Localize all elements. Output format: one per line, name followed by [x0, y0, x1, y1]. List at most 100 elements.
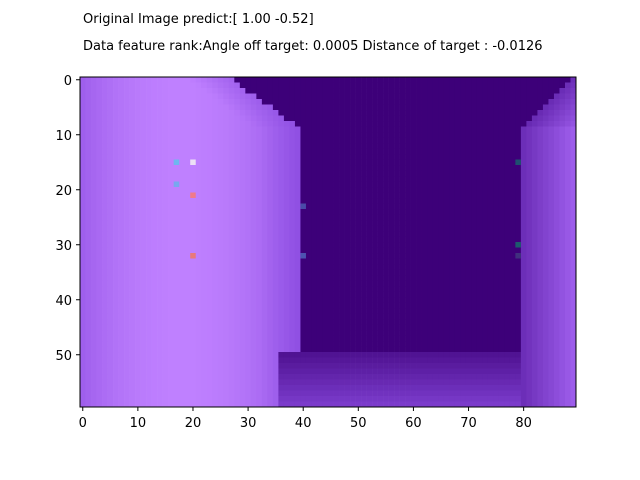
heatmap-cell	[372, 143, 378, 149]
heatmap-cell	[509, 198, 516, 204]
heatmap-cell	[476, 319, 483, 325]
heatmap-cell	[85, 275, 92, 281]
heatmap-cell	[283, 357, 290, 364]
heatmap-cell	[245, 313, 252, 320]
heatmap-cell	[91, 363, 97, 369]
heatmap-cell	[460, 187, 467, 193]
heatmap-cell	[223, 143, 230, 149]
heatmap-cell	[311, 258, 318, 265]
heatmap-cell	[311, 242, 318, 248]
heatmap-cell	[305, 302, 312, 309]
heatmap-cell	[129, 181, 136, 188]
heatmap-cell	[465, 132, 472, 138]
heatmap-cell	[405, 324, 411, 331]
heatmap-cell	[559, 154, 566, 160]
heatmap-cell	[239, 209, 246, 215]
heatmap-cell	[515, 335, 522, 342]
heatmap-cell	[333, 286, 340, 292]
heatmap-cell	[531, 324, 538, 331]
heatmap-cell	[278, 121, 285, 127]
heatmap-cell	[537, 137, 544, 144]
heatmap-cell	[564, 297, 571, 303]
heatmap-cell	[504, 352, 511, 358]
heatmap-cell	[449, 121, 456, 127]
heatmap-cell	[443, 93, 450, 100]
heatmap-cell	[559, 346, 566, 353]
heatmap-cell	[548, 258, 555, 265]
heatmap-cell	[531, 341, 538, 347]
heatmap-cell	[361, 231, 367, 237]
heatmap-cell	[135, 352, 141, 358]
heatmap-cell	[372, 280, 378, 287]
heatmap-cell	[212, 132, 219, 138]
heatmap-cell	[283, 291, 290, 298]
heatmap-cell	[294, 236, 301, 243]
heatmap-cell	[344, 264, 351, 270]
heatmap-cell	[184, 203, 191, 210]
heatmap-cell	[372, 110, 378, 116]
heatmap-cell	[443, 346, 450, 353]
heatmap-cell	[388, 302, 395, 309]
heatmap-cell	[129, 132, 136, 138]
heatmap-cell	[355, 82, 362, 89]
heatmap-cell	[482, 209, 489, 215]
heatmap-cell	[195, 357, 202, 364]
heatmap-cell	[206, 176, 213, 182]
heatmap-cell	[250, 143, 257, 149]
heatmap-cell	[168, 214, 174, 221]
heatmap-cell	[118, 280, 125, 287]
heatmap-cell	[548, 247, 555, 254]
heatmap-cell	[168, 335, 174, 342]
heatmap-cell	[239, 368, 246, 375]
heatmap-cell	[564, 280, 571, 287]
heatmap-cell	[460, 346, 467, 353]
heatmap-cell	[305, 154, 312, 160]
heatmap-cell	[322, 374, 329, 380]
heatmap-cell	[168, 297, 174, 303]
heatmap-cell	[559, 143, 566, 149]
heatmap-cell	[234, 275, 241, 281]
heatmap-cell	[80, 236, 86, 243]
heatmap-cell	[377, 159, 384, 166]
heatmap-cell	[256, 352, 263, 358]
heatmap-cell	[316, 330, 323, 336]
heatmap-cell	[465, 352, 472, 358]
heatmap-cell	[339, 104, 345, 111]
heatmap-cell	[355, 335, 362, 342]
heatmap-cell	[118, 363, 125, 369]
heatmap-cell	[515, 209, 522, 215]
heatmap-cell	[394, 247, 400, 254]
heatmap-cell	[410, 308, 417, 314]
heatmap-cell	[278, 269, 285, 276]
heatmap-cell	[504, 368, 511, 375]
heatmap-cell	[118, 192, 125, 199]
heatmap-cell	[96, 176, 103, 182]
heatmap-cell	[80, 330, 86, 336]
heatmap-cell	[228, 319, 235, 325]
heatmap-cell	[272, 319, 279, 325]
heatmap-cell	[449, 231, 456, 237]
heatmap-cell	[372, 330, 378, 336]
heatmap-cell	[482, 280, 489, 287]
heatmap-cell	[206, 280, 213, 287]
heatmap-cell	[124, 148, 130, 155]
heatmap-cell	[482, 154, 489, 160]
heatmap-cell	[168, 291, 174, 298]
heatmap-cell	[515, 231, 522, 237]
heatmap-cell	[526, 258, 533, 265]
heatmap-cell	[476, 352, 483, 358]
heatmap-cell	[328, 363, 334, 369]
heatmap-cell	[261, 363, 268, 369]
heatmap-cell	[80, 286, 86, 292]
heatmap-cell	[113, 110, 119, 116]
heatmap-cell	[217, 143, 224, 149]
heatmap-cell	[432, 236, 439, 243]
heatmap-cell	[245, 242, 252, 248]
heatmap-cell	[537, 368, 544, 375]
heatmap-cell	[179, 154, 186, 160]
heatmap-cell	[559, 132, 566, 138]
heatmap-cell	[526, 247, 533, 254]
heatmap-cell	[421, 242, 428, 248]
heatmap-cell	[366, 253, 373, 259]
heatmap-cell	[504, 264, 511, 270]
